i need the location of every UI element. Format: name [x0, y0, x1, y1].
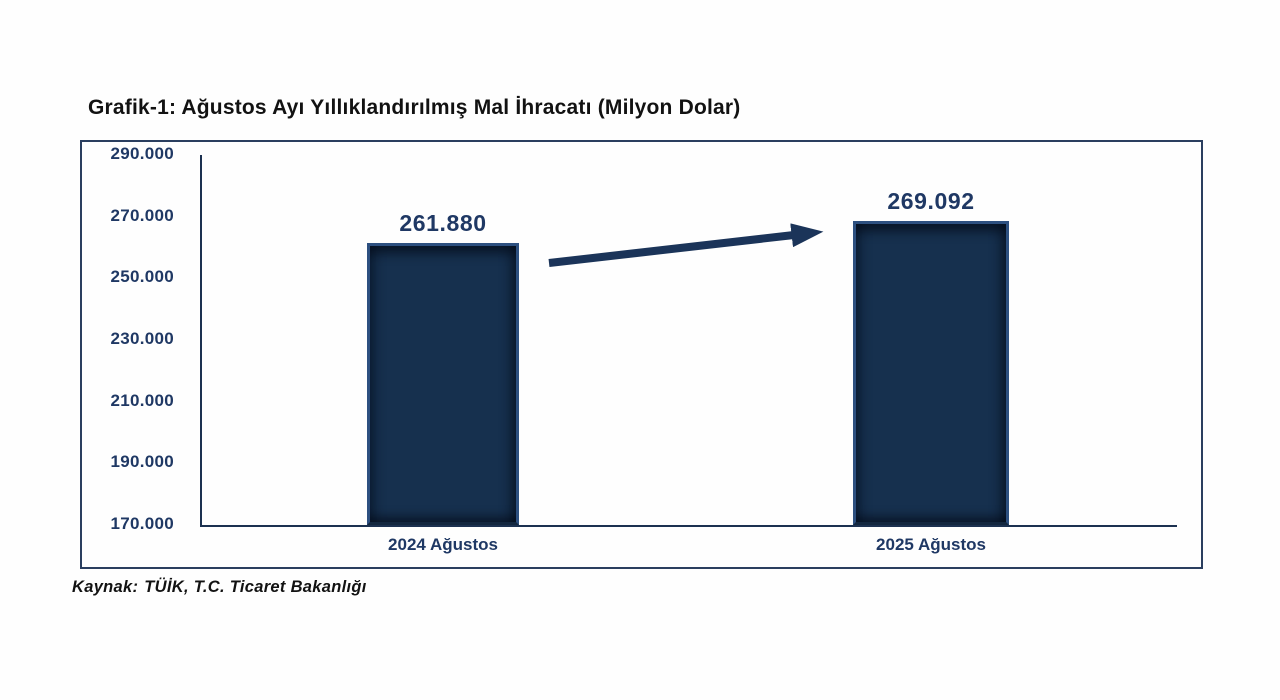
plot-area: 261.880 2024 Ağustos 269.092 2025 Ağusto… — [200, 155, 1177, 554]
x-axis-label: 2025 Ağustos — [876, 535, 986, 554]
bar-2025 — [853, 221, 1009, 525]
chart-title: Grafik-1: Ağustos Ayı Yıllıklandırılmış … — [88, 96, 741, 119]
source-prefix: Kaynak: — [72, 578, 139, 596]
bar-value-label: 261.880 — [399, 210, 487, 237]
y-tick-label: 250.000 — [110, 267, 174, 287]
bar-2024 — [367, 243, 519, 525]
bar-value-label: 269.092 — [887, 188, 975, 215]
source-text: TÜİK, T.C. Ticaret Bakanlığı — [144, 578, 367, 596]
y-tick-label: 270.000 — [110, 205, 174, 225]
bar-group-2025: 269.092 2025 Ağustos — [853, 155, 1009, 554]
y-tick-label: 190.000 — [110, 452, 174, 472]
source-note: Kaynak: TÜİK, T.C. Ticaret Bakanlığı — [72, 578, 367, 597]
chart-frame: 290.000 270.000 250.000 230.000 210.000 … — [80, 140, 1203, 569]
y-axis: 290.000 270.000 250.000 230.000 210.000 … — [82, 144, 178, 533]
y-tick-label: 230.000 — [110, 329, 174, 348]
y-tick-label: 290.000 — [110, 144, 174, 163]
increase-arrow — [548, 223, 824, 267]
y-tick-label: 210.000 — [110, 390, 174, 410]
bar-group-2024: 261.880 2024 Ağustos — [367, 155, 519, 554]
x-axis-label: 2024 Ağustos — [388, 535, 498, 554]
y-tick-label: 170.000 — [110, 514, 174, 534]
